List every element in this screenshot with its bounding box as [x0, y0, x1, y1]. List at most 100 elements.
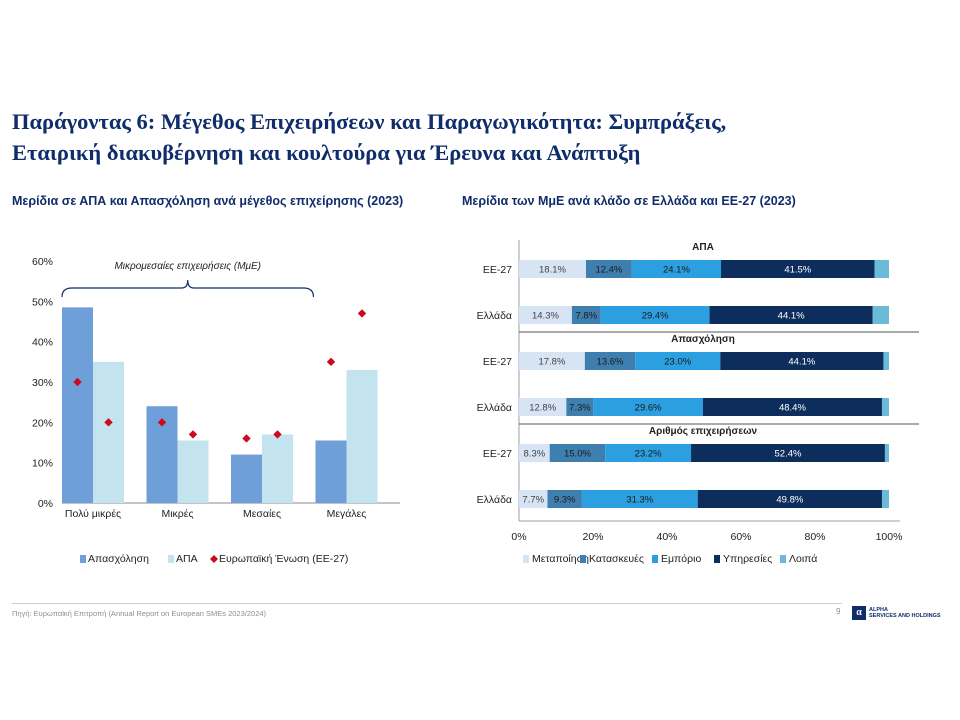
row-label: ΕΕ-27 — [483, 264, 512, 276]
x-tick-label: 40% — [656, 531, 677, 543]
y-tick-label: 40% — [32, 337, 53, 349]
stack-segment — [519, 398, 567, 416]
row-label: Ελλάδα — [477, 310, 512, 322]
logo-text: ALPHA SERVICES AND HOLDINGS — [869, 606, 941, 620]
eu27-marker — [104, 418, 113, 427]
segment-value-label: 13.6% — [597, 357, 624, 368]
footer-divider — [12, 603, 842, 604]
stack-segment — [593, 398, 703, 416]
x-tick-label: 80% — [804, 531, 825, 543]
segment-value-label: 15.0% — [564, 449, 591, 460]
segment-value-label: 24.1% — [663, 265, 690, 276]
row-label: Ελλάδα — [477, 402, 512, 414]
x-category-label: Μικρές — [161, 508, 193, 520]
stack-segment — [519, 444, 550, 462]
eu27-marker — [73, 377, 82, 387]
segment-value-label: 41.5% — [784, 265, 811, 276]
page-title-line-2: Εταιρική διακυβέρνηση και κουλτούρα για … — [12, 140, 641, 165]
stack-segment — [547, 490, 582, 508]
page-number: 9 — [836, 607, 841, 616]
legend-label: Εμπόριο — [661, 553, 701, 565]
y-tick-label: 60% — [32, 256, 53, 268]
segment-value-label: 8.3% — [524, 449, 546, 460]
x-tick-label: 60% — [730, 531, 751, 543]
legend-swatch — [80, 555, 86, 563]
sector-stacked-bar-chart: ΑΠΑ ΕΕ-27 18.1% 12.4% 24.1% 41.5% Ελλάδα 14.3% 7… — [477, 240, 919, 565]
stack-segment — [872, 306, 889, 324]
group-label: ΑΠΑ — [692, 242, 714, 253]
sme-brace — [61, 279, 315, 298]
legend-swatch — [580, 555, 586, 563]
stack-segment — [721, 260, 875, 278]
x-category-label: Μεγάλες — [327, 508, 367, 520]
legend-label: ΑΠΑ — [176, 553, 198, 565]
stack-segment — [702, 398, 882, 416]
size-bar-chart: 0% 10% 20% 30% 40% 50% 60% Πολύ μικρές Μικρές Μεσ… — [32, 256, 400, 565]
bar-gva — [177, 440, 209, 503]
stack-segment — [635, 352, 721, 370]
eu27-marker — [188, 430, 198, 439]
legend-swatch — [714, 555, 720, 563]
stack-segment — [631, 260, 722, 278]
x-tick-label: 0% — [511, 531, 526, 543]
bar-employment — [315, 440, 347, 503]
stack-segment — [697, 490, 882, 508]
legend-label: Λοιπά — [789, 553, 817, 565]
bar-employment — [62, 307, 93, 503]
stack-segment — [571, 306, 601, 324]
bar-gva — [93, 361, 124, 503]
stack-segment — [884, 444, 889, 462]
stack-segment — [881, 398, 889, 416]
segment-value-label: 29.6% — [635, 403, 662, 414]
segment-value-label: 52.4% — [775, 449, 802, 460]
stack-segment — [584, 352, 636, 370]
stack-segment — [709, 306, 873, 324]
row-label: ΕΕ-27 — [483, 356, 512, 368]
left-chart-title: Μερίδια σε ΑΠΑ και Απασχόληση ανά μέγεθο… — [12, 194, 404, 208]
legend-swatch — [210, 555, 218, 563]
eu27-marker — [157, 418, 167, 427]
segment-value-label: 44.1% — [788, 357, 815, 368]
y-tick-label: 10% — [32, 458, 53, 470]
eu27-marker — [273, 430, 282, 439]
segment-value-label: 49.8% — [776, 495, 803, 506]
segment-value-label: 12.4% — [595, 265, 622, 276]
stack-segment — [600, 306, 710, 324]
stack-segment — [691, 444, 885, 462]
x-tick-label: 100% — [876, 531, 903, 543]
legend-label: Ευρωπαϊκή Ένωση (ΕΕ-27) — [219, 553, 348, 565]
legend-label: Μεταποίηση — [532, 553, 589, 565]
eu27-marker — [357, 309, 367, 318]
x-category-label: Πολύ μικρές — [65, 508, 121, 520]
segment-value-label: 7.8% — [576, 311, 598, 322]
stack-segment — [585, 260, 632, 278]
segment-value-label: 17.8% — [538, 357, 565, 368]
stack-segment — [519, 260, 586, 278]
stack-segment — [881, 490, 889, 508]
page-title: Παράγοντας 6: Μέγεθος Επιχειρήσεων και Π… — [12, 106, 952, 168]
segment-value-label: 29.4% — [642, 311, 669, 322]
x-category-label: Μεσαίες — [243, 508, 281, 520]
stack-segment — [566, 398, 594, 416]
legend-swatch — [652, 555, 658, 563]
stack-segment — [519, 490, 548, 508]
stack-segment — [549, 444, 606, 462]
group-label: Αριθμός επιχειρήσεων — [649, 426, 758, 437]
segment-value-label: 14.3% — [532, 311, 559, 322]
y-tick-label: 50% — [32, 296, 53, 308]
segment-value-label: 23.2% — [635, 449, 662, 460]
bar-employment — [231, 454, 262, 503]
bar-gva — [262, 434, 293, 503]
bar-gva — [346, 369, 378, 503]
right-chart-title: Μερίδια των ΜμΕ ανά κλάδο σε Ελλάδα και … — [462, 194, 796, 208]
eu27-marker — [242, 434, 251, 443]
row-label: ΕΕ-27 — [483, 448, 512, 460]
stack-segment — [581, 490, 698, 508]
y-tick-label: 0% — [38, 498, 53, 510]
segment-value-label: 44.1% — [778, 311, 805, 322]
segment-value-label: 23.0% — [664, 357, 691, 368]
source-note: Πηγή: Ευρωπαϊκή Επιτροπή (Annual Report … — [12, 609, 267, 618]
stack-segment — [519, 352, 585, 370]
legend-swatch — [168, 555, 174, 563]
legend-label: Υπηρεσίες — [723, 553, 772, 565]
